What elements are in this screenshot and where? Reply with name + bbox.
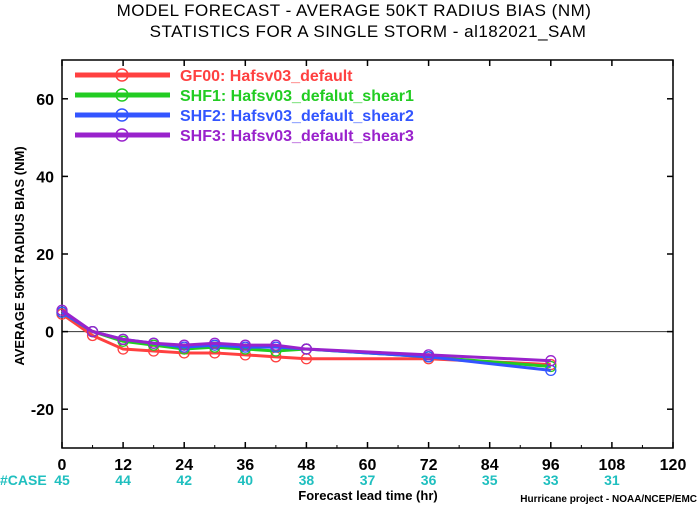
y-tick-label: -20 <box>31 402 54 419</box>
x-tick-label: 36 <box>236 457 254 474</box>
x-axis-label: Forecast lead time (hr) <box>298 488 437 503</box>
series-point <box>239 339 251 351</box>
legend-label: SHF1: Hafsv03_defalut_shear1 <box>180 88 414 105</box>
plot-area: 0 12 24 36 48 60 72 84 96 108 120 -20 0 20 40 60 45 44 42 4… <box>31 59 687 488</box>
x-tick-label: 48 <box>298 457 316 474</box>
credit-text: Hurricane project - NOAA/NCEP/EMC <box>520 494 697 505</box>
y-tick-label: 60 <box>36 92 54 109</box>
series-point <box>270 339 282 351</box>
case-count: 45 <box>54 472 70 488</box>
series-line-1 <box>61 312 551 367</box>
x-tick-label: 120 <box>660 457 687 474</box>
x-tick-label: 24 <box>175 457 193 474</box>
case-count: 35 <box>482 472 498 488</box>
legend-marker <box>115 108 129 122</box>
series-point <box>178 339 190 351</box>
series-point <box>56 304 68 316</box>
series-point <box>117 333 129 346</box>
x-tick-label: 60 <box>359 457 377 474</box>
series-point <box>300 343 313 355</box>
y-tick-label: 40 <box>36 169 54 186</box>
case-count: 44 <box>115 472 131 488</box>
case-count: 38 <box>299 472 315 488</box>
series-line-4 <box>61 309 551 363</box>
x-tick-label: 84 <box>481 457 499 474</box>
y-tick-label: 0 <box>45 325 54 342</box>
x-tick-label: 12 <box>114 457 132 474</box>
legend-marker <box>115 128 129 142</box>
series-point <box>147 337 160 349</box>
case-count: 36 <box>421 472 437 488</box>
legend-marker <box>115 88 129 102</box>
case-label: #CASE <box>0 472 47 488</box>
case-count: 33 <box>543 472 559 488</box>
chart-title: MODEL FORECAST - AVERAGE 50KT RADIUS BIA… <box>117 1 592 20</box>
series-point <box>545 355 557 367</box>
series-point <box>422 349 435 361</box>
y-axis-label: AVERAGE 50KT RADIUS BIAS (NM) <box>12 146 27 365</box>
case-count: 40 <box>238 472 254 488</box>
case-count: 42 <box>176 472 192 488</box>
legend-label: GF00: Hafsv03_default <box>180 68 353 85</box>
legend-marker <box>115 68 129 82</box>
legend: GF00: Hafsv03_default SHF1: Hafsv03_defal… <box>75 68 414 145</box>
x-tick-label: 72 <box>420 457 438 474</box>
legend-label: SHF3: Hafsv03_default_shear3 <box>180 128 414 145</box>
case-count: 37 <box>360 472 376 488</box>
x-tick-label: 0 <box>58 457 67 474</box>
x-tick-label: 108 <box>599 457 626 474</box>
x-tick-label: 96 <box>542 457 560 474</box>
series-point <box>209 337 221 349</box>
chart-subtitle: STATISTICS FOR A SINGLE STORM - al182021… <box>150 22 587 41</box>
legend-label: SHF2: Hafsv03_default_shear2 <box>180 108 414 125</box>
case-count: 31 <box>604 472 620 488</box>
y-tick-label: 20 <box>36 247 54 264</box>
series-point <box>86 325 99 338</box>
series-point <box>545 360 557 373</box>
